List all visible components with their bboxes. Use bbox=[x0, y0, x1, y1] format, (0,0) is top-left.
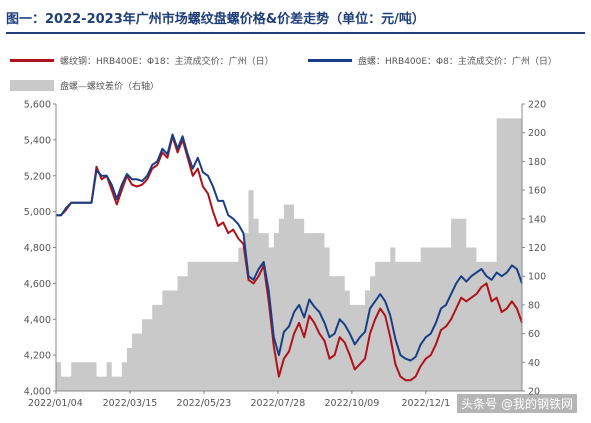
legend-label-rebar: 螺纹钢：HRB400E：Φ18：主流成交价：广州（日） bbox=[60, 57, 274, 67]
right-tick-label: 180 bbox=[528, 157, 546, 168]
left-tick-label: 5,600 bbox=[24, 100, 51, 111]
right-tick-label: 220 bbox=[528, 100, 546, 111]
right-tick-label: 40 bbox=[528, 358, 540, 369]
legend-item-spread: 盘螺—螺纹差价（右轴） bbox=[10, 79, 159, 92]
watermark: 头条号 @我的钢铁网 bbox=[457, 394, 577, 413]
left-tick-label: 4,600 bbox=[24, 279, 51, 290]
legend-swatch-coil bbox=[308, 59, 352, 62]
series-coil-line bbox=[56, 133, 523, 362]
right-tick-label: 120 bbox=[528, 243, 546, 254]
right-tick-label: 20 bbox=[528, 387, 540, 398]
left-tick-label: 4,800 bbox=[24, 243, 51, 254]
left-tick-label: 5,200 bbox=[24, 171, 51, 182]
right-tick-label: 140 bbox=[528, 214, 546, 225]
chart-title: 图一：2022-2023年广州市场螺纹盘螺价格&价差走势（单位：元/吨） bbox=[6, 12, 425, 27]
series-rebar-line bbox=[56, 135, 523, 382]
right-tick-label: 60 bbox=[528, 329, 540, 340]
x-tick-label: 2022/03/15 bbox=[103, 398, 158, 409]
legend-item-rebar: 螺纹钢：HRB400E：Φ18：主流成交价：广州（日） bbox=[10, 54, 274, 67]
legend-label-coil: 盘螺：HRB400E：Φ8：主流成交价：广州（日） bbox=[358, 57, 557, 67]
legend-item-coil: 盘螺：HRB400E：Φ8：主流成交价：广州（日） bbox=[308, 54, 557, 67]
left-tick-label: 4,400 bbox=[24, 315, 51, 326]
x-tick-label: 2022/05/23 bbox=[177, 398, 232, 409]
x-tick-label: 2022/07/28 bbox=[251, 398, 306, 409]
right-tick-label: 80 bbox=[528, 300, 540, 311]
legend-label-spread: 盘螺—螺纹差价（右轴） bbox=[60, 82, 160, 92]
x-tick-label: 2022/12/1 bbox=[401, 398, 450, 409]
x-tick-label: 2022/01/04 bbox=[28, 398, 83, 409]
left-tick-label: 4,000 bbox=[24, 387, 51, 398]
legend-swatch-spread bbox=[10, 80, 54, 91]
series-spread-area bbox=[56, 104, 522, 391]
right-tick-label: 100 bbox=[528, 272, 546, 283]
left-tick-label: 5,400 bbox=[24, 135, 51, 146]
right-tick-label: 200 bbox=[528, 128, 546, 139]
left-tick-label: 4,200 bbox=[24, 351, 51, 362]
right-tick-label: 160 bbox=[528, 186, 546, 197]
left-tick-label: 5,000 bbox=[24, 207, 51, 218]
x-tick-label: 2022/10/09 bbox=[324, 398, 379, 409]
title-rule bbox=[6, 32, 585, 34]
legend-swatch-rebar bbox=[10, 59, 54, 62]
